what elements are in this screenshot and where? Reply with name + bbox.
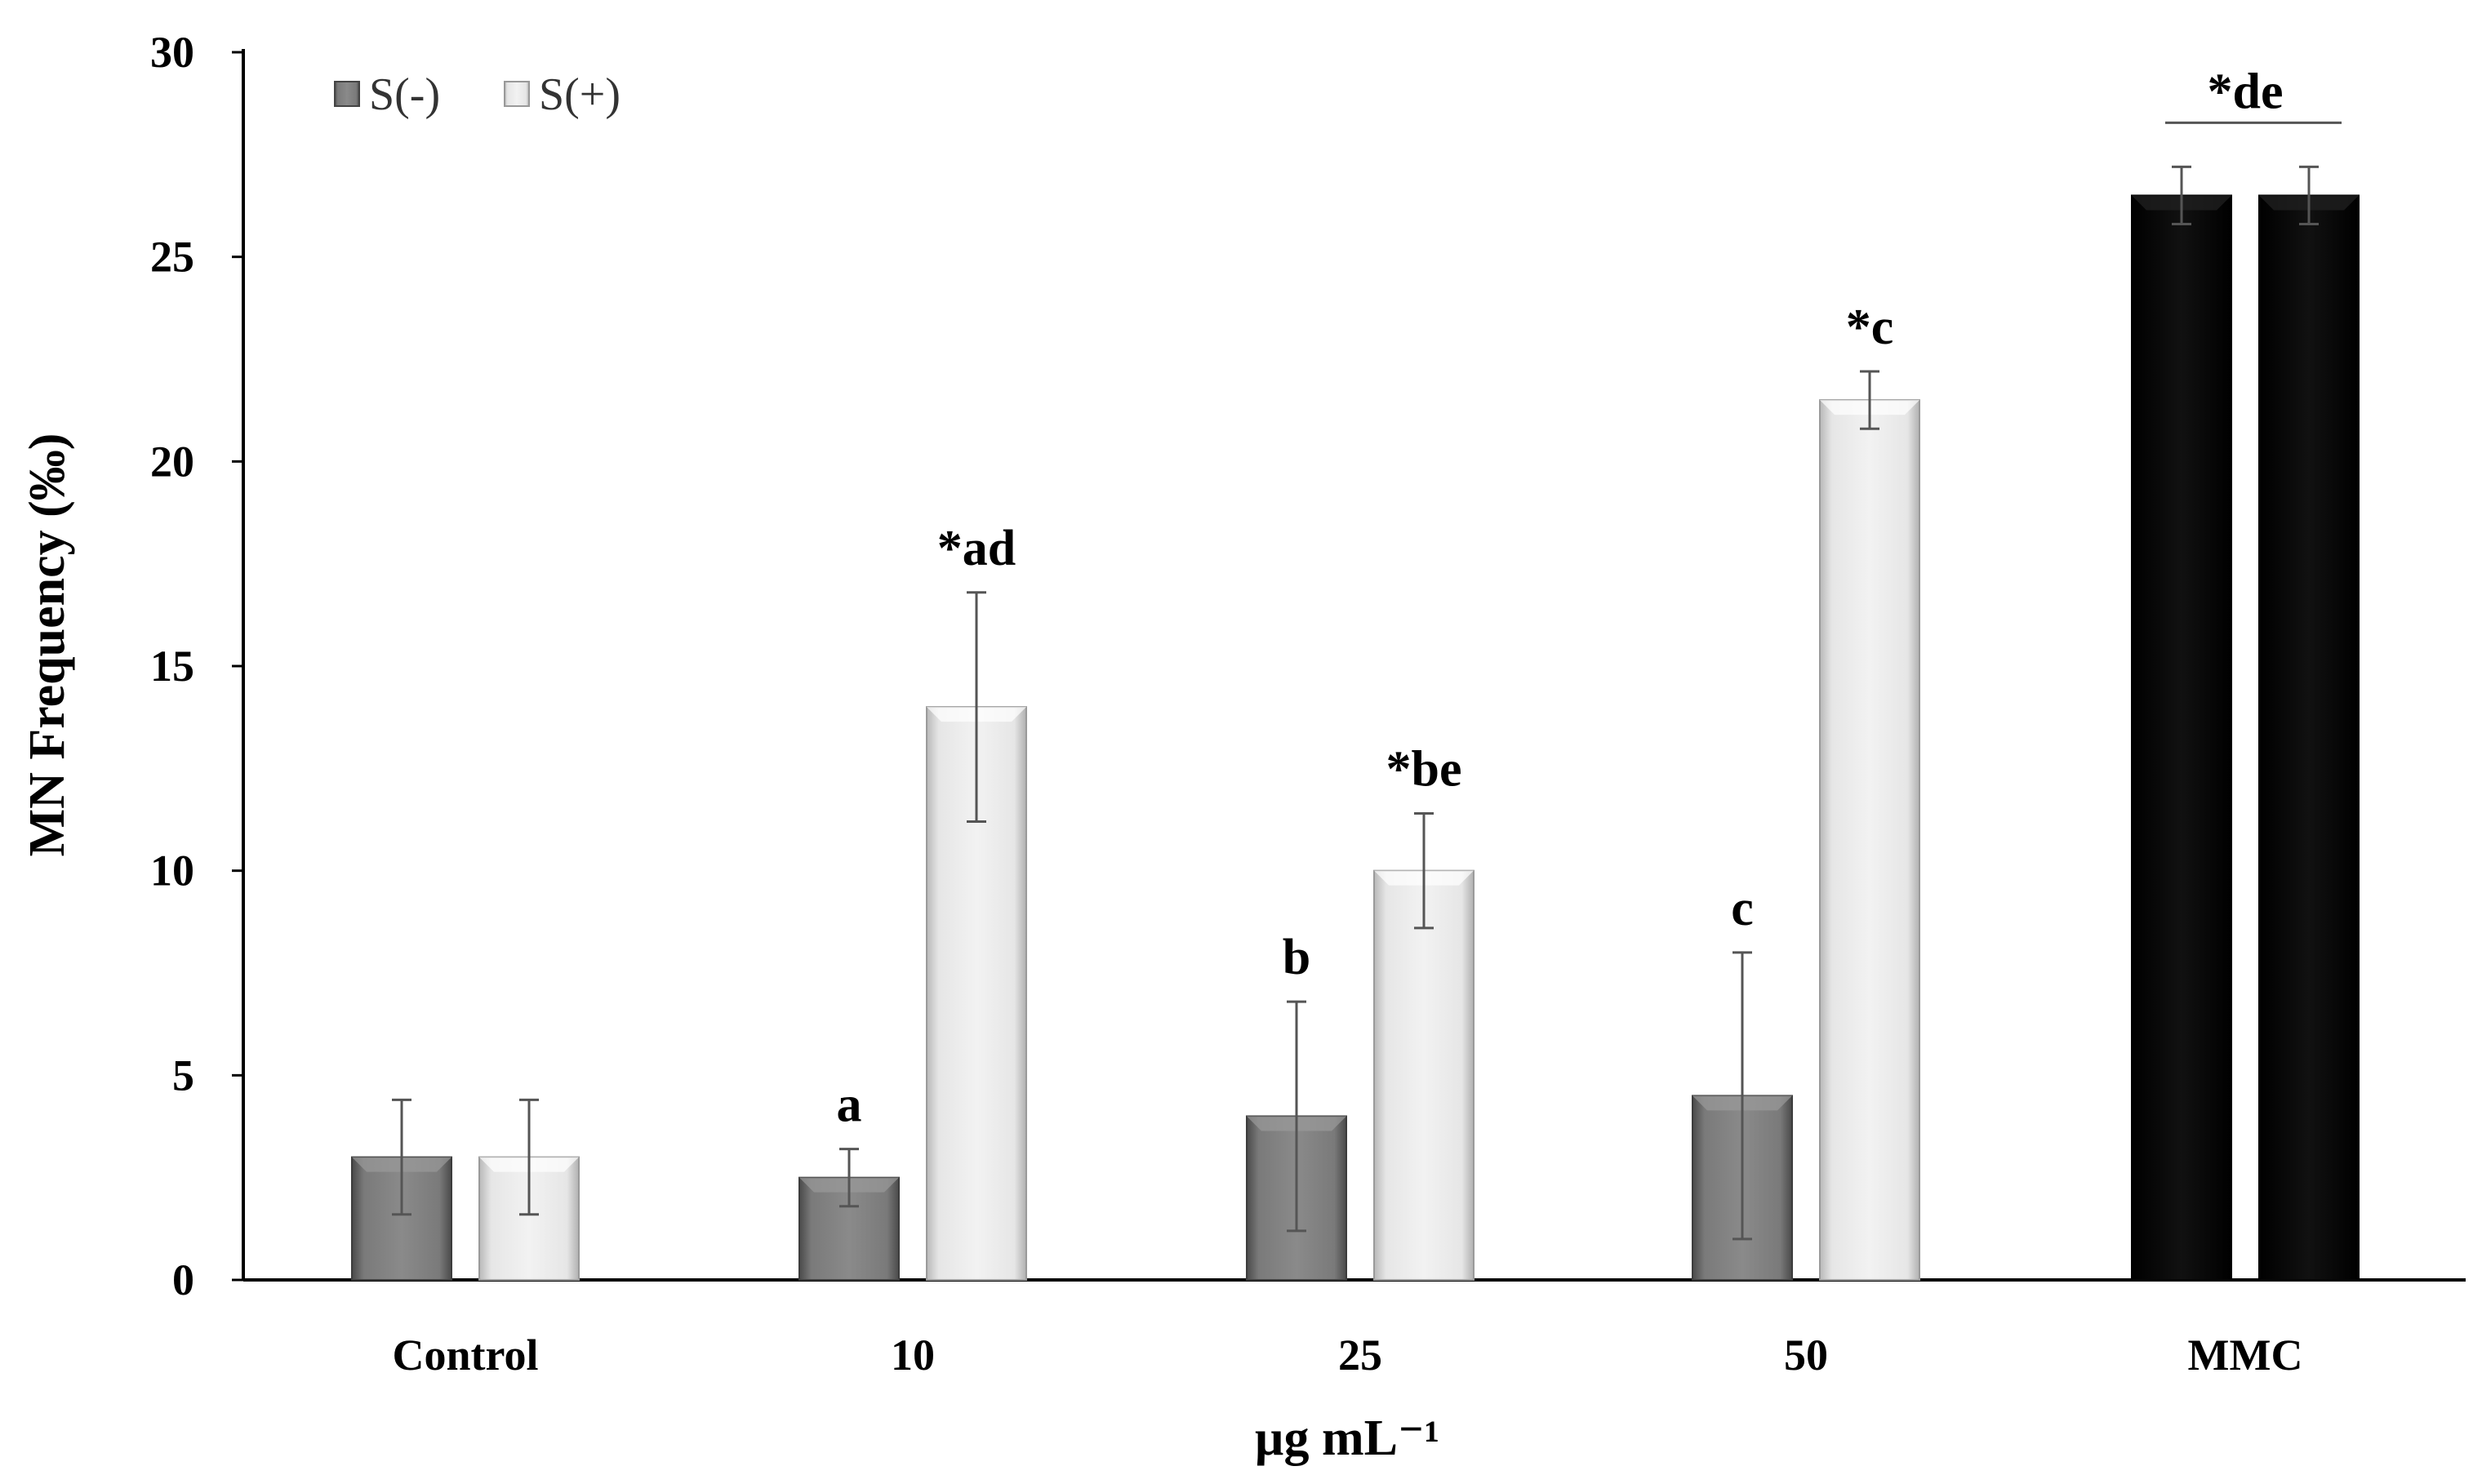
significance-labels: a *ad b *be c *c *de <box>837 64 2342 1133</box>
y-tick-label: 15 <box>150 642 194 691</box>
y-tick-label: 0 <box>172 1255 194 1304</box>
x-tick-label: 50 <box>1784 1331 1828 1380</box>
significance-label: *de <box>2208 64 2284 119</box>
bar-s-plus <box>2258 194 2360 1281</box>
significance-label: *c <box>1846 300 1894 355</box>
legend-swatch-s-minus <box>334 81 360 107</box>
legend-label-s-plus: S(+) <box>539 69 620 120</box>
y-tick-label: 30 <box>150 28 194 77</box>
y-tick-label: 10 <box>150 846 194 895</box>
significance-label: c <box>1731 881 1754 936</box>
x-tick-label: 25 <box>1338 1331 1382 1380</box>
significance-label: *be <box>1386 741 1462 797</box>
legend-swatch-s-plus <box>504 81 530 107</box>
y-tick-label: 20 <box>150 437 194 486</box>
bar-s-minus <box>2131 194 2232 1281</box>
significance-label: a <box>837 1077 862 1133</box>
significance-label: b <box>1283 930 1310 985</box>
x-tick-label: Control <box>392 1331 538 1380</box>
legend: S(-) S(+) <box>334 69 620 120</box>
y-tick-label: 25 <box>150 233 194 282</box>
y-tick-label: 5 <box>172 1051 194 1100</box>
error-bars <box>392 165 2319 1241</box>
bar-s-plus <box>1819 399 1920 1282</box>
x-axis-title: µg mL⁻¹ <box>1255 1411 1440 1466</box>
bar-s-plus <box>1373 869 1475 1281</box>
x-tick-label: 10 <box>891 1331 935 1380</box>
y-axis-title: MN Frequency (‰) <box>20 433 75 857</box>
significance-label: *ad <box>937 521 1016 576</box>
legend-label-s-minus: S(-) <box>369 69 440 120</box>
bar-s-minus <box>798 1176 900 1281</box>
y-axis: 0 5 10 15 20 25 30 <box>150 28 245 1304</box>
x-tick-label: MMC <box>2188 1331 2303 1380</box>
bars <box>351 194 2360 1282</box>
x-axis: Control 10 25 50 MMC <box>243 1278 2466 1380</box>
